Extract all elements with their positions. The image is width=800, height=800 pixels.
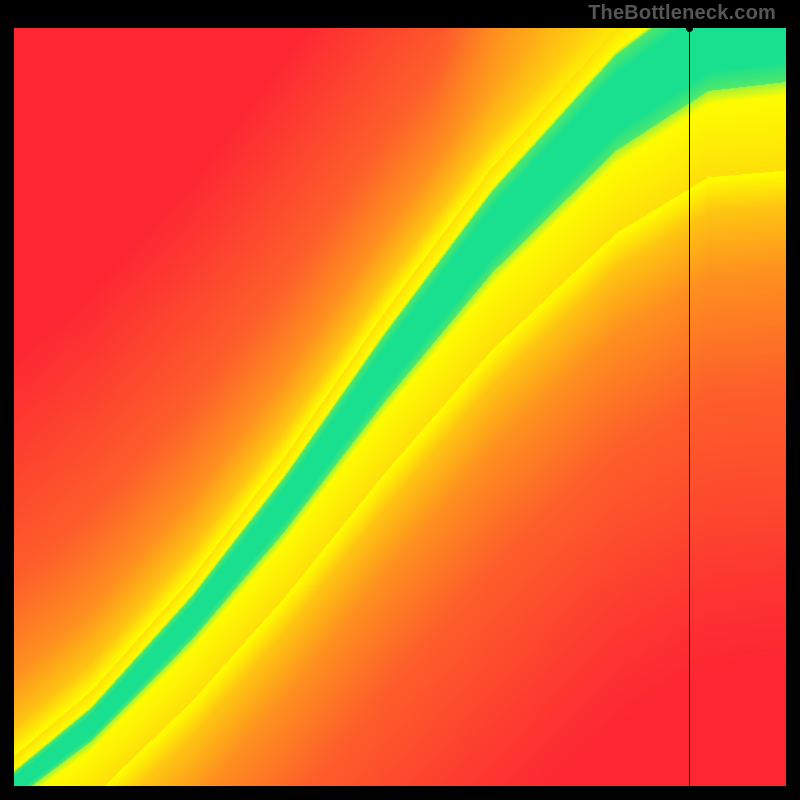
heatmap-canvas: [14, 28, 786, 786]
watermark-text: TheBottleneck.com: [588, 2, 776, 25]
marker-vertical-line: [689, 28, 690, 786]
marker-dot: [686, 25, 693, 32]
chart-container: TheBottleneck.com: [0, 0, 800, 800]
